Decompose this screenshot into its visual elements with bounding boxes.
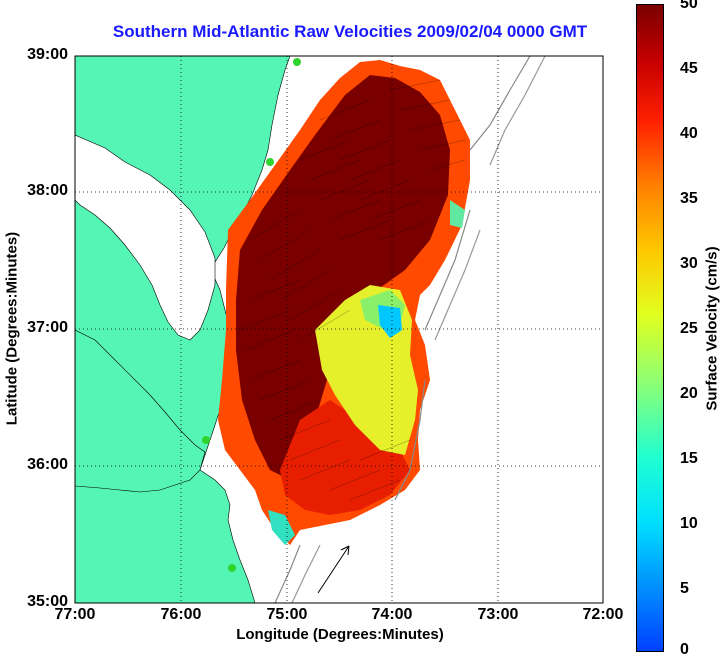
map-title: Southern Mid-Atlantic Raw Velocities 200… bbox=[112, 22, 588, 41]
station-marker bbox=[202, 436, 210, 444]
x-tick-label: 76:00 bbox=[160, 606, 202, 623]
x-axis-label: Longitude (Degrees:Minutes) bbox=[236, 626, 444, 643]
colorbar-label: Surface Velocity (cm/s) bbox=[703, 246, 721, 411]
colorbar-tick-label: 10 bbox=[680, 515, 698, 532]
reference-arrow bbox=[317, 545, 350, 594]
colorbar bbox=[636, 4, 664, 652]
velocity-field-mid bbox=[280, 400, 410, 515]
velocity-field-cyan-north bbox=[450, 200, 465, 228]
colorbar-tick-label: 35 bbox=[680, 190, 698, 207]
station-marker bbox=[293, 58, 301, 66]
y-tick-label: 38:00 bbox=[27, 182, 68, 199]
x-tick-label: 72:00 bbox=[582, 606, 624, 623]
shelf-contour-2 bbox=[291, 56, 546, 603]
velocity-field-cyan bbox=[378, 305, 402, 338]
colorbar-tick-label: 20 bbox=[680, 385, 698, 402]
y-axis-label: Latitude (Degrees:Minutes) bbox=[3, 231, 21, 426]
x-tick-label: 74:00 bbox=[371, 606, 413, 623]
colorbar-tick-label: 30 bbox=[680, 255, 698, 272]
station-marker bbox=[228, 564, 236, 572]
land-southern-shore bbox=[75, 329, 206, 493]
x-tick-label: 73:00 bbox=[477, 606, 519, 623]
colorbar-tick-label: 25 bbox=[680, 320, 698, 337]
shelf-contour bbox=[274, 56, 531, 603]
velocity-field-core bbox=[236, 75, 450, 480]
colorbar-tick-label: 45 bbox=[680, 60, 698, 77]
plot-frame bbox=[74, 55, 604, 604]
y-tick-label: 39:00 bbox=[27, 46, 68, 63]
current-vectors bbox=[239, 79, 466, 501]
chesapeake-bay bbox=[75, 134, 216, 341]
y-tick-label: 36:00 bbox=[27, 456, 68, 473]
colorbar-tick-label: 50 bbox=[680, 0, 698, 12]
y-tick-label: 35:00 bbox=[27, 593, 68, 610]
station-marker bbox=[266, 158, 274, 166]
velocity-field-cyan-south bbox=[268, 510, 295, 545]
colorbar-tick-label: 15 bbox=[680, 450, 698, 467]
x-tick-label: 77:00 bbox=[54, 606, 96, 623]
colorbar-tick-label: 40 bbox=[680, 125, 698, 142]
colorbar-tick-label: 0 bbox=[680, 641, 689, 658]
colorbar-tick-label: 5 bbox=[680, 580, 689, 597]
y-tick-label: 37:00 bbox=[27, 319, 68, 336]
grid-lines bbox=[75, 56, 603, 603]
x-tick-label: 75:00 bbox=[266, 606, 308, 623]
